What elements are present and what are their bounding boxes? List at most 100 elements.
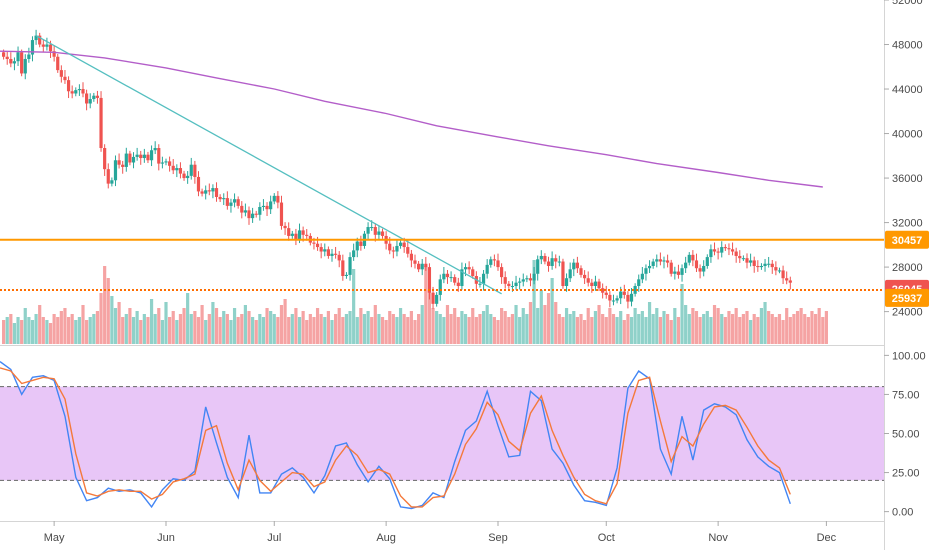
candle-body [413,260,417,264]
volume-bar [438,314,442,344]
candle-body [16,52,20,62]
candle-body [720,247,724,253]
volume-bar [554,302,558,344]
volume-bar [95,311,100,344]
candle-body [283,225,287,229]
candle-body [561,261,565,287]
volume-bar [611,314,616,344]
volume-bar [803,314,807,344]
volume-bar [380,317,385,344]
volume-bar [45,320,49,344]
volume-bar [680,284,684,344]
candle-body [99,97,103,149]
candle-body [330,253,334,256]
time-tick-label: May [44,532,65,544]
candle-body [63,76,67,81]
candle-body [380,231,385,236]
candle-body [30,40,35,55]
volume-bar [81,305,85,344]
volume-bar [341,317,345,344]
volume-bar [666,314,670,344]
candle-body [705,257,709,266]
volume-bar [575,317,579,344]
candle-body [525,278,529,280]
volume-bar [232,308,237,344]
volume-bar [431,308,435,344]
candle-body [34,35,38,41]
candle-body [5,56,9,59]
volume-bar [38,305,42,344]
candle-body [752,260,756,266]
volume-bar [507,317,511,344]
candle-body [593,281,598,287]
time-tick-label: Aug [376,532,396,544]
volume-bar [601,314,605,344]
volume-bar [694,311,699,344]
volume-bar [20,320,24,344]
price-tick-label: 52000 [892,0,923,7]
candle-body [312,242,316,244]
candle-body [669,262,673,274]
volume-bar [568,314,572,344]
volume-bar [160,320,164,344]
candle-body [373,227,377,235]
volume-bar [655,308,659,344]
volume-bar [543,305,547,344]
candle-body [48,44,53,52]
volume-bar [691,308,695,344]
volume-bar [723,317,727,344]
volume-bar [406,317,410,344]
volume-bar [496,320,500,344]
volume-bar [492,317,496,344]
candle-body [337,254,341,261]
candle-body [204,190,208,194]
volume-bar [254,320,258,344]
candle-body [70,91,74,94]
volume-bar [52,314,56,344]
volume-bar [716,308,720,344]
volume-bar [77,317,81,344]
candle-body [348,257,352,275]
candle-body [153,148,157,151]
candle-body [777,270,782,272]
candle-body [763,263,767,266]
stochastic-tick-label: 100.00 [892,350,926,362]
resistance-price-badge: 30457 [885,230,929,249]
volume-bar [149,299,154,344]
time-tick-label: Nov [708,532,728,544]
candle-body [640,273,644,280]
candle-body [279,202,284,226]
candle-body [254,213,258,215]
volume-bar [525,314,529,344]
candle-body [557,261,561,263]
candle-body [12,61,17,64]
volume-bar [326,311,330,344]
volume-bar [395,317,399,344]
volume-bar [207,314,211,344]
candle-body [258,207,262,215]
volume-bar [644,317,648,344]
volume-bar [456,317,460,344]
candle-body [276,195,280,203]
support-price-label: 25937 [892,293,923,305]
volume-bar [586,308,590,344]
candle-body [611,300,616,302]
candle-body [572,262,576,270]
volume-bar [810,311,814,344]
price-candles [2,29,792,309]
stochastic-axis-ticks: 100.00 75.00 50.00 25.00 0.00 [884,350,926,519]
candle-body [489,259,493,265]
candle-body [626,294,630,302]
trendline[interactable] [35,35,502,295]
candle-body [456,282,460,287]
candle-body [597,281,601,289]
volume-bar [687,314,691,344]
volume-bar [301,311,305,344]
volume-bar [453,308,457,344]
candle-body [95,95,100,98]
volume-bar [315,308,320,344]
candle-body [402,242,406,248]
candle-body [157,148,161,164]
candle-body [341,260,345,276]
